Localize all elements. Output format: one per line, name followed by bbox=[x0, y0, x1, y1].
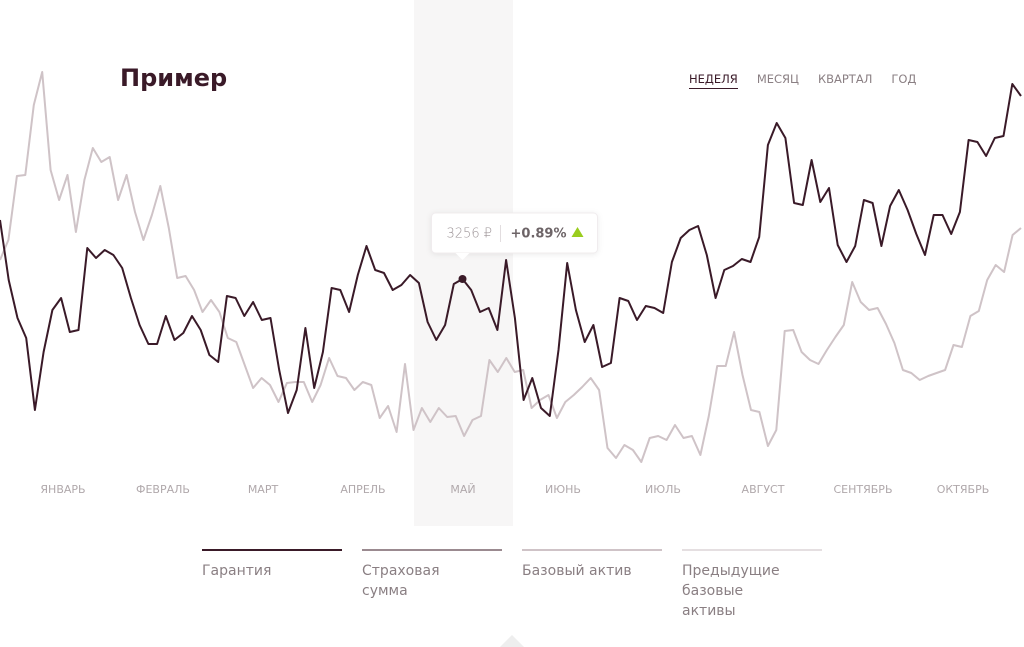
legend-item: Гарантия bbox=[202, 549, 342, 581]
x-tick-label: АВГУСТ bbox=[742, 483, 785, 496]
x-tick-label: АПРЕЛЬ bbox=[340, 483, 385, 496]
legend-item: Предыдущие базовые активы bbox=[682, 549, 822, 621]
legend-label: Предыдущие базовые активы bbox=[682, 563, 780, 619]
period-tab[interactable]: НЕДЕЛЯ bbox=[689, 72, 738, 89]
legend-swatch bbox=[202, 549, 342, 551]
chart-title: Пример bbox=[120, 64, 228, 92]
legend-swatch bbox=[362, 549, 502, 551]
line-series bbox=[0, 83, 1022, 417]
x-tick-label: СЕНТЯБРЬ bbox=[834, 483, 893, 496]
line-series bbox=[0, 71, 1022, 463]
tooltip-box bbox=[431, 212, 599, 254]
x-tick-label: ИЮНЬ bbox=[545, 483, 581, 496]
legend-swatch bbox=[522, 549, 662, 551]
period-tab[interactable]: КВАРТАЛ bbox=[817, 72, 873, 86]
legend-swatch bbox=[682, 549, 822, 551]
period-tab[interactable]: МЕСЯЦ bbox=[756, 72, 799, 86]
period-nav: НЕДЕЛЯ МЕСЯЦ КВАРТАЛ ГОД bbox=[689, 72, 916, 89]
legend-label: Базовый актив bbox=[522, 563, 632, 579]
x-tick-label: МАЙ bbox=[450, 483, 475, 496]
legend-label: Гарантия bbox=[202, 563, 272, 579]
legend-label: Страховая сумма bbox=[362, 563, 440, 599]
period-tab[interactable]: ГОД bbox=[891, 72, 917, 86]
tooltip-change: +0.89% bbox=[511, 227, 567, 242]
point-marker bbox=[458, 275, 467, 283]
x-tick-label: ФЕВРАЛЬ bbox=[136, 483, 190, 496]
tooltip-arrow bbox=[455, 253, 470, 260]
highlight-band bbox=[414, 0, 513, 526]
tooltip-value: 3256 ₽ bbox=[447, 227, 493, 242]
legend-item: Страховая сумма bbox=[362, 549, 502, 601]
x-tick-label: ЯНВАРЬ bbox=[40, 483, 85, 496]
x-tick-label: МАРТ bbox=[248, 483, 279, 496]
x-tick-label: ОКТЯБРЬ bbox=[937, 483, 990, 496]
x-tick-label: ИЮЛЬ bbox=[645, 483, 681, 496]
up-arrow bbox=[571, 227, 584, 237]
pointer bbox=[500, 635, 524, 647]
legend-item: Базовый актив bbox=[522, 549, 662, 581]
